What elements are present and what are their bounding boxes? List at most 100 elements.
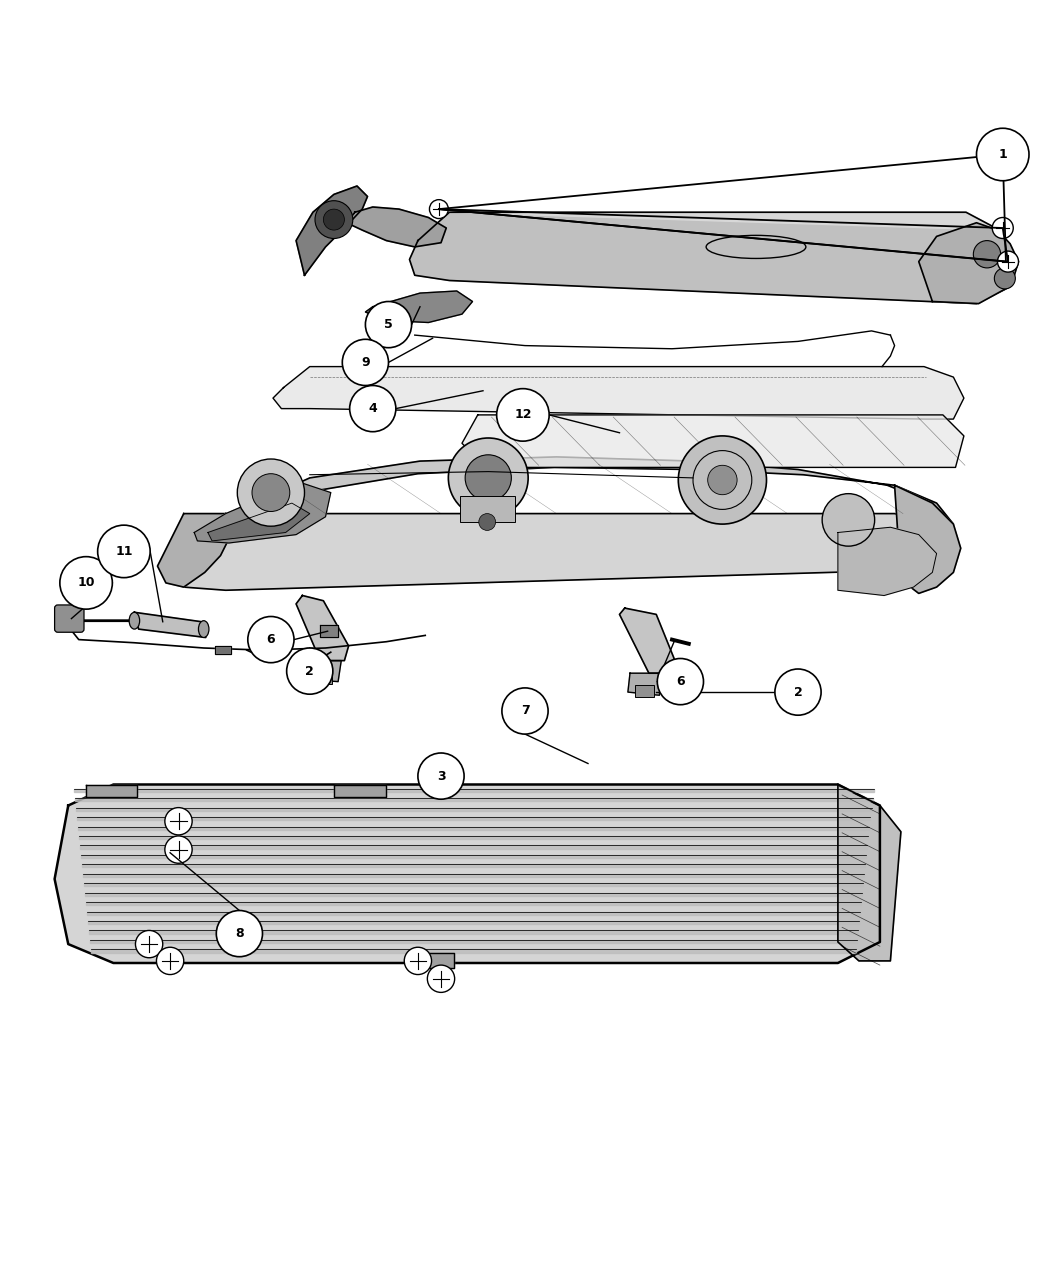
Circle shape — [60, 557, 112, 609]
Polygon shape — [86, 784, 136, 797]
Bar — [313, 671, 332, 683]
Circle shape — [287, 648, 333, 694]
Text: 6: 6 — [676, 674, 685, 688]
Circle shape — [994, 268, 1015, 289]
Text: 12: 12 — [514, 408, 531, 422]
Polygon shape — [320, 625, 338, 638]
Polygon shape — [87, 912, 860, 914]
Text: 6: 6 — [267, 634, 275, 646]
Circle shape — [350, 385, 396, 432]
Circle shape — [98, 525, 150, 578]
Circle shape — [497, 389, 549, 441]
Polygon shape — [166, 514, 953, 590]
Circle shape — [323, 209, 344, 230]
Text: 7: 7 — [521, 705, 529, 718]
Text: 2: 2 — [794, 686, 802, 699]
Polygon shape — [838, 528, 937, 595]
Polygon shape — [76, 807, 872, 811]
Polygon shape — [296, 595, 349, 660]
Circle shape — [998, 251, 1018, 272]
Polygon shape — [307, 660, 341, 682]
Polygon shape — [89, 931, 858, 933]
Circle shape — [465, 455, 511, 501]
Polygon shape — [134, 612, 206, 638]
Polygon shape — [78, 826, 869, 830]
Circle shape — [165, 807, 192, 835]
Polygon shape — [158, 514, 231, 586]
Polygon shape — [838, 784, 901, 961]
Circle shape — [216, 910, 262, 956]
Circle shape — [775, 669, 821, 715]
Text: 3: 3 — [437, 770, 445, 783]
Polygon shape — [449, 212, 1000, 230]
Polygon shape — [83, 873, 864, 877]
Polygon shape — [91, 950, 856, 952]
Polygon shape — [410, 212, 1010, 303]
Circle shape — [429, 200, 448, 218]
Polygon shape — [418, 952, 454, 968]
Polygon shape — [75, 798, 873, 801]
Text: 8: 8 — [235, 927, 244, 940]
Polygon shape — [919, 223, 1018, 303]
Circle shape — [248, 617, 294, 663]
Polygon shape — [208, 504, 310, 541]
Polygon shape — [273, 367, 964, 419]
Polygon shape — [88, 921, 859, 924]
Polygon shape — [620, 608, 674, 673]
Polygon shape — [184, 456, 953, 556]
Polygon shape — [346, 207, 446, 247]
Polygon shape — [90, 940, 857, 944]
Polygon shape — [84, 884, 863, 886]
Polygon shape — [895, 486, 961, 593]
Polygon shape — [82, 864, 865, 867]
Circle shape — [427, 965, 455, 992]
Circle shape — [365, 301, 412, 348]
Circle shape — [502, 688, 548, 734]
Text: 1: 1 — [999, 148, 1007, 161]
Circle shape — [448, 439, 528, 518]
Circle shape — [479, 514, 496, 530]
Polygon shape — [628, 673, 662, 695]
Bar — [460, 496, 514, 521]
Polygon shape — [86, 903, 861, 905]
Circle shape — [973, 241, 1001, 268]
Text: 9: 9 — [361, 356, 370, 368]
Polygon shape — [80, 845, 867, 849]
Circle shape — [678, 436, 766, 524]
FancyBboxPatch shape — [55, 604, 84, 632]
Text: 10: 10 — [78, 576, 94, 589]
Text: 2: 2 — [306, 664, 314, 677]
Circle shape — [708, 465, 737, 495]
Polygon shape — [79, 836, 868, 839]
Circle shape — [976, 129, 1029, 181]
Circle shape — [315, 200, 353, 238]
Polygon shape — [215, 646, 231, 654]
Polygon shape — [462, 414, 964, 468]
Polygon shape — [334, 784, 386, 797]
Circle shape — [342, 339, 388, 385]
Circle shape — [252, 474, 290, 511]
Circle shape — [165, 836, 192, 863]
Polygon shape — [296, 186, 368, 275]
Circle shape — [156, 947, 184, 974]
Circle shape — [404, 947, 432, 974]
Bar — [635, 685, 654, 697]
Polygon shape — [194, 482, 331, 543]
Polygon shape — [77, 817, 870, 820]
Circle shape — [822, 493, 875, 546]
Text: 5: 5 — [384, 317, 393, 332]
Polygon shape — [81, 854, 866, 858]
Polygon shape — [85, 892, 862, 896]
Text: 11: 11 — [116, 544, 132, 558]
Ellipse shape — [129, 612, 140, 629]
Text: 4: 4 — [369, 402, 377, 416]
Circle shape — [135, 931, 163, 958]
Circle shape — [237, 459, 304, 527]
Polygon shape — [365, 291, 472, 323]
Circle shape — [418, 754, 464, 799]
Polygon shape — [74, 789, 874, 792]
Polygon shape — [55, 784, 880, 963]
Ellipse shape — [198, 621, 209, 638]
Circle shape — [992, 218, 1013, 238]
Circle shape — [657, 658, 704, 705]
